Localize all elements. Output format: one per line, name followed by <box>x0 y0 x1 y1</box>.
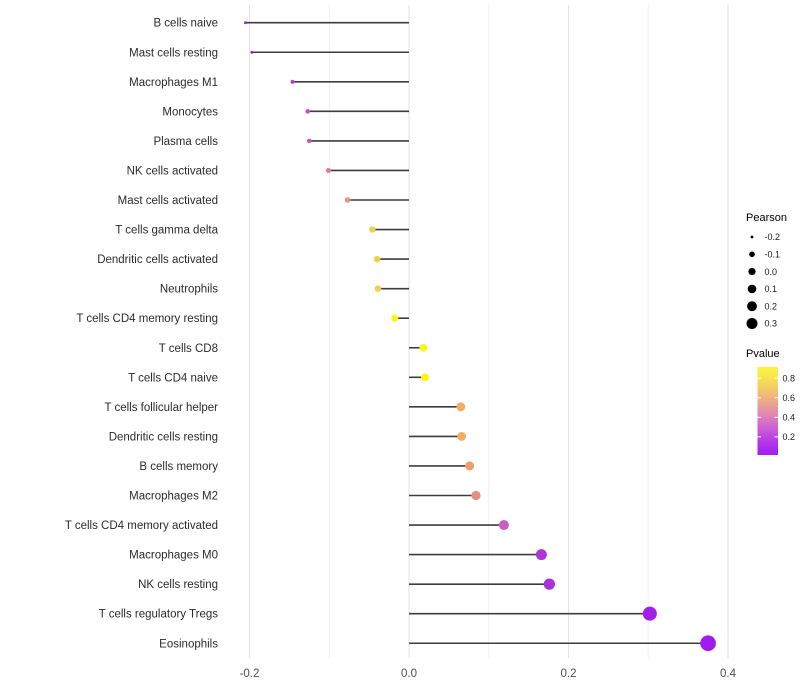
x-axis-tick-label: 0.2 <box>561 668 577 680</box>
category-label: T cells CD8 <box>159 343 218 355</box>
colorbar-tick-label: 0.8 <box>783 373 796 383</box>
category-label: T cells CD4 memory activated <box>65 520 218 532</box>
category-label: B cells naive <box>153 18 218 30</box>
size-legend-label: 0.1 <box>765 284 778 294</box>
lollipop-dot <box>306 138 312 144</box>
lollipop-dot <box>244 21 247 25</box>
category-label: NK cells activated <box>127 165 218 177</box>
x-axis-tick-label: 0.4 <box>720 668 737 680</box>
lollipop-dot <box>700 635 716 652</box>
category-label: Dendritic cells resting <box>109 431 218 443</box>
category-label: Dendritic cells activated <box>97 254 218 266</box>
category-label: T cells follicular helper <box>104 402 218 414</box>
lollipop-dot <box>498 520 509 531</box>
lollipop-dot <box>465 461 475 471</box>
category-label: T cells CD4 memory resting <box>76 313 218 325</box>
category-label: Mast cells resting <box>129 47 218 59</box>
category-label: Mast cells activated <box>118 195 218 207</box>
lollipop-dot <box>535 549 547 561</box>
lollipop-dot <box>374 285 382 292</box>
size-legend-dot <box>747 301 757 312</box>
lollipop-dot <box>369 226 376 233</box>
gridlines-layer <box>248 5 729 658</box>
size-legend-dot <box>748 268 756 276</box>
category-label: Macrophages M2 <box>129 491 218 503</box>
size-legend-dot <box>750 235 754 239</box>
category-label: Plasma cells <box>153 136 218 148</box>
size-legend-dot <box>747 284 757 294</box>
lollipop-dot <box>456 402 466 412</box>
category-label: Macrophages M1 <box>129 77 218 89</box>
colorbar-tick-label: 0.2 <box>783 432 796 442</box>
color-legend-title: Pvalue <box>746 348 780 360</box>
lollipop-dot <box>642 606 657 621</box>
colorbar-tick-label: 0.4 <box>783 412 796 422</box>
category-label: B cells memory <box>139 461 218 473</box>
lollipop-dot <box>543 578 555 590</box>
size-legend-label: 0.0 <box>765 267 778 277</box>
category-label: T cells regulatory Tregs <box>99 609 219 621</box>
size-legend-dot <box>749 251 755 258</box>
lollipop-dot <box>305 109 311 114</box>
colorbar-tick-label: 0.6 <box>783 393 796 403</box>
pvalue-colorbar <box>757 367 778 455</box>
lollipop-dot <box>325 167 332 174</box>
size-legend-title: Pearson <box>746 212 787 224</box>
lollipop-stems-layer <box>245 21 709 645</box>
category-label: Macrophages M0 <box>129 550 218 562</box>
category-label: Monocytes <box>162 106 218 118</box>
category-label: Eosinophils <box>159 638 218 650</box>
lollipop-dot <box>373 255 381 263</box>
lollipop-dot <box>421 373 429 382</box>
size-legend-label: 0.3 <box>765 319 778 329</box>
lollipop-dot <box>250 50 254 54</box>
lollipop-dots-layer <box>244 21 716 652</box>
lollipop-dot <box>290 79 295 84</box>
lollipop-dot <box>457 431 467 441</box>
lollipop-dot <box>344 197 351 203</box>
category-labels-layer: B cells naive Mast cells resting Macrophag… <box>65 18 219 651</box>
lollipop-dot <box>419 343 428 352</box>
legend-layer: Pearson -0.2 -0.1 0.0 0.1 0.2 0.3 Pvalue 0.8 0.6 0… <box>746 212 795 455</box>
x-axis-tick-label: -0.2 <box>240 668 260 680</box>
size-legend-dot <box>746 318 758 329</box>
size-legend-label: -0.1 <box>765 250 781 260</box>
category-label: Neutrophils <box>160 284 218 296</box>
size-legend-label: -0.2 <box>765 232 781 242</box>
x-axis-tick-label: 0.0 <box>401 668 417 680</box>
size-legend-label: 0.2 <box>765 301 778 311</box>
category-label: T cells gamma delta <box>115 225 218 237</box>
lollipop-dot <box>391 314 399 322</box>
category-label: T cells CD4 naive <box>128 372 218 384</box>
lollipop-dot <box>471 490 481 501</box>
category-label: NK cells resting <box>138 579 218 591</box>
x-axis-labels-layer: -0.2 0.0 0.2 0.4 <box>240 668 737 680</box>
